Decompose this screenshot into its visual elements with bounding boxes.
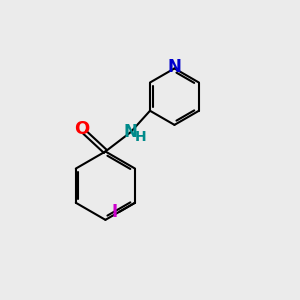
Text: I: I: [111, 203, 117, 221]
Text: O: O: [74, 120, 89, 138]
Text: N: N: [124, 123, 138, 141]
Text: H: H: [134, 130, 146, 144]
Text: N: N: [167, 58, 182, 76]
